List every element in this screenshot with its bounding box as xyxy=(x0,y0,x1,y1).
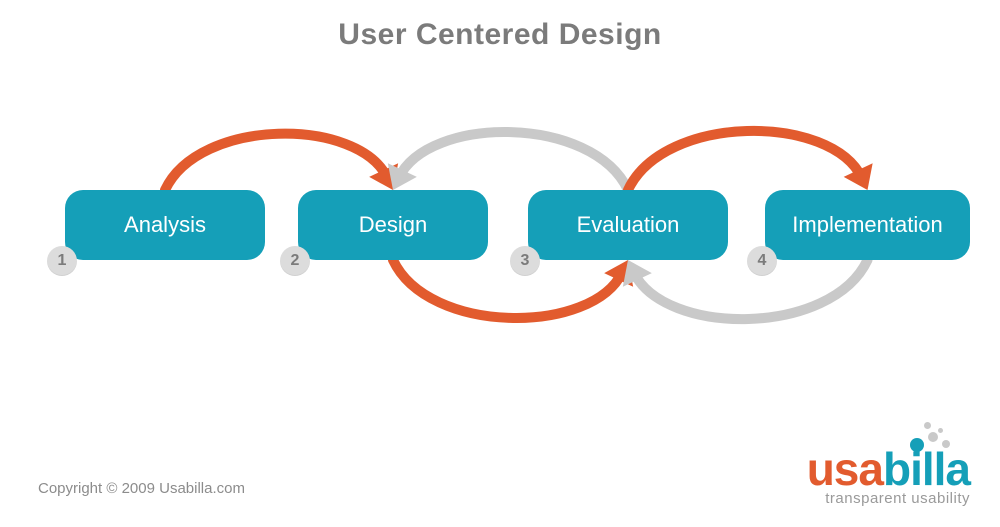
flow-node-number-2: 2 xyxy=(280,246,310,276)
logo-tagline: transparent usability xyxy=(807,490,970,507)
brand-logo: usabilla transparent usability xyxy=(807,446,970,507)
flow-node-number-label: 1 xyxy=(58,252,67,270)
bubble-1 xyxy=(910,438,924,452)
flow-node-label: Evaluation xyxy=(577,212,680,238)
logo-bubbles xyxy=(850,416,970,456)
flow-node-2: Design xyxy=(298,190,488,260)
arrow-1-2 xyxy=(165,134,387,190)
flow-node-number-4: 4 xyxy=(747,246,777,276)
flow-node-label: Implementation xyxy=(792,212,942,238)
flow-node-number-3: 3 xyxy=(510,246,540,276)
arrow-3-2 xyxy=(399,132,628,190)
flow-node-3: Evaluation xyxy=(528,190,728,260)
flow-node-number-label: 4 xyxy=(758,252,767,270)
flow-node-number-1: 1 xyxy=(47,246,77,276)
flow-node-label: Analysis xyxy=(124,212,206,238)
bubble-5 xyxy=(938,428,943,433)
copyright-text: Copyright © 2009 Usabilla.com xyxy=(38,480,245,497)
flow-node-1: Analysis xyxy=(65,190,265,260)
flow-node-4: Implementation xyxy=(765,190,970,260)
arrow-2-3 xyxy=(393,260,622,318)
flow-node-number-label: 3 xyxy=(521,252,530,270)
bubble-3 xyxy=(942,440,950,448)
bubble-4 xyxy=(924,422,931,429)
flow-node-number-label: 2 xyxy=(291,252,300,270)
bubble-2 xyxy=(928,432,938,442)
flow-node-label: Design xyxy=(359,212,427,238)
arrow-3-4 xyxy=(628,131,862,190)
